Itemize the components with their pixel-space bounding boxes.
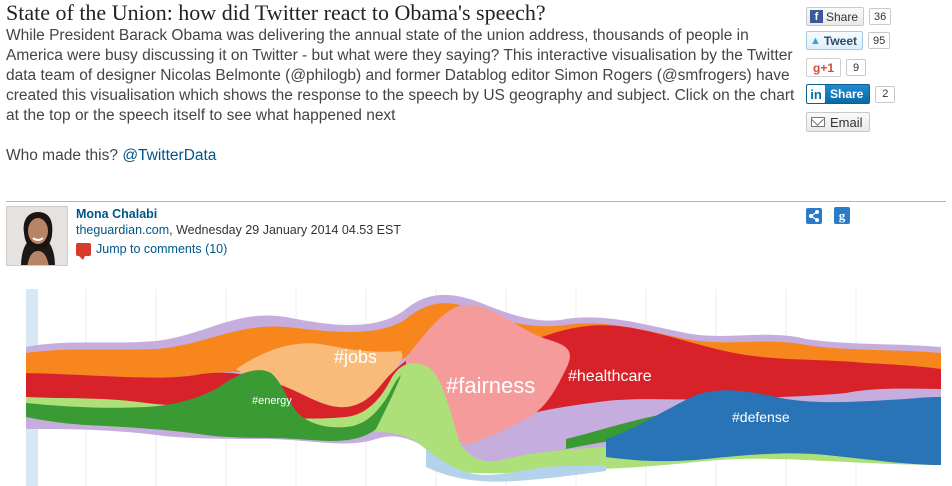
- stream-layer-jobs[interactable]: [236, 343, 403, 408]
- tweet-button[interactable]: ▲ Tweet: [806, 31, 864, 50]
- tweet-label: Tweet: [823, 33, 858, 48]
- comment-bubble-icon: [76, 242, 91, 260]
- googleplus-share-row: g+1 9: [806, 58, 867, 77]
- article-headline: State of the Union: how did Twitter reac…: [6, 0, 546, 25]
- facebook-share-button[interactable]: f Share: [806, 7, 865, 26]
- tweet-count: 95: [868, 32, 891, 49]
- twitter-bird-icon: ▲: [810, 34, 821, 47]
- stream-layer-energy[interactable]: [26, 370, 401, 441]
- googleplus-button[interactable]: g+1: [806, 58, 842, 77]
- site-link[interactable]: theguardian.com: [76, 223, 170, 237]
- article-standfirst: While President Barack Obama was deliver…: [6, 27, 795, 124]
- linkedin-share-count: 2: [875, 85, 896, 103]
- label-healthcare: #healthcare: [568, 368, 652, 385]
- linkedin-share-button[interactable]: in Share: [806, 84, 871, 104]
- jump-to-comments-link[interactable]: Jump to comments (10): [76, 242, 228, 260]
- stream-layer-light-blue[interactable]: [426, 449, 606, 482]
- jump-to-comments-label: Jump to comments (10): [96, 242, 228, 256]
- linkedin-share-row: in Share 2: [806, 84, 896, 104]
- facebook-icon: f: [810, 10, 823, 23]
- twitterdata-link[interactable]: @TwitterData: [122, 147, 217, 164]
- linkedin-share-label: Share: [830, 87, 864, 101]
- who-made-label: Who made this?: [6, 147, 118, 164]
- label-jobs: #jobs: [334, 347, 377, 367]
- author-avatar: [6, 206, 68, 266]
- email-label: Email: [830, 114, 863, 130]
- google-icon[interactable]: g: [834, 207, 850, 224]
- facebook-share-count: 36: [869, 8, 892, 25]
- envelope-icon: [811, 117, 825, 127]
- facebook-share-label: Share: [826, 9, 859, 24]
- publish-date: , Wednesday 29 January 2014 04.53 EST: [169, 223, 401, 237]
- label-fairness: #fairness: [446, 373, 535, 398]
- label-defense: #defense: [732, 409, 790, 425]
- email-button[interactable]: Email: [806, 112, 870, 132]
- who-made-this: Who made this? @TwitterData: [6, 146, 216, 166]
- label-energy: #energy: [252, 395, 292, 407]
- dateline: theguardian.com, Wednesday 29 January 20…: [76, 223, 401, 237]
- share-icon[interactable]: [806, 208, 822, 224]
- linkedin-icon: in: [807, 85, 825, 103]
- byline-divider: [6, 201, 946, 202]
- googleplus-count: 9: [846, 59, 867, 76]
- author-name-link[interactable]: Mona Chalabi: [76, 207, 158, 221]
- author-photo-icon: [7, 207, 67, 265]
- twitter-share-row: ▲ Tweet 95: [806, 31, 891, 50]
- stream-layer-defense[interactable]: [606, 390, 941, 465]
- email-share-row: Email: [806, 112, 870, 132]
- streamgraph[interactable]: #jobs #energy #fairness #healthcare #def…: [6, 289, 946, 486]
- facebook-share-row: f Share 36: [806, 7, 892, 26]
